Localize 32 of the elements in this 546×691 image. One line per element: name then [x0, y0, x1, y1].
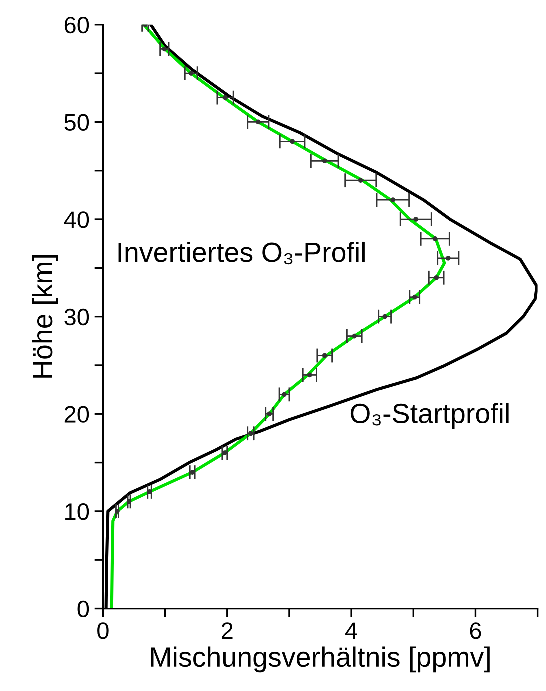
point: [446, 256, 451, 261]
point: [390, 198, 396, 202]
y-tick-label: 40: [64, 212, 90, 228]
x-tick-label: 2: [222, 622, 233, 640]
point: [223, 95, 228, 100]
point: [434, 275, 440, 280]
point: [322, 353, 328, 358]
point: [358, 178, 364, 184]
point: [188, 71, 194, 76]
point: [308, 372, 312, 378]
y-axis-title: Höhe [km]: [32, 256, 58, 378]
y-tick-label: 50: [64, 114, 90, 131]
x-tick-label: 6: [470, 622, 482, 640]
x-axis-title: Mischungsverhältnis [ppmv]: [151, 646, 490, 673]
y-tick-label: 10: [66, 504, 90, 520]
y-tick-label: 60: [64, 16, 90, 34]
point: [414, 217, 419, 222]
annotation: O₃-Startprofil: [350, 403, 509, 430]
y-tick-label: 30: [64, 308, 90, 326]
point: [382, 314, 388, 320]
x-tick-label: 0: [98, 622, 109, 640]
point: [256, 120, 261, 125]
point: [432, 236, 438, 242]
y-tick-label: 20: [64, 406, 90, 423]
point: [352, 334, 358, 339]
annotation: Invertiertes O₃-Profil: [118, 242, 365, 265]
y-tick-label: 0: [78, 600, 90, 618]
point: [322, 158, 328, 164]
point: [290, 139, 295, 144]
point: [412, 294, 418, 300]
point: [282, 392, 287, 398]
x-tick-label: 4: [346, 622, 358, 640]
